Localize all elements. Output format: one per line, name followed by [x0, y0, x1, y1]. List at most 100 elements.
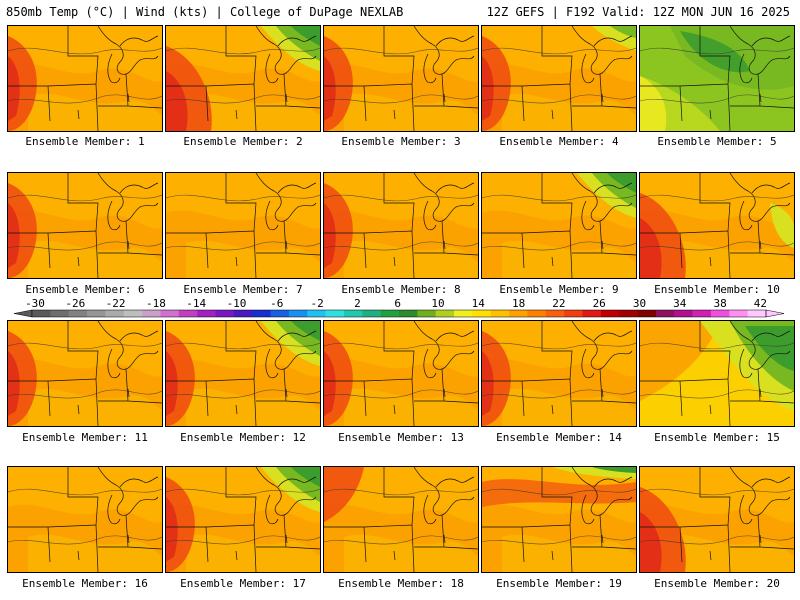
colorbar-swatch	[509, 310, 528, 317]
colorbar-swatch	[288, 310, 308, 317]
colorbar-swatch	[490, 310, 510, 317]
colorbar-arrow-right	[765, 309, 785, 318]
ensemble-member-map	[481, 320, 637, 427]
colorbar-swatch	[417, 310, 436, 317]
ensemble-member-map	[165, 25, 321, 132]
colorbar-tick-label: -2	[310, 297, 323, 310]
ensemble-member-label: Ensemble Member: 5	[657, 135, 777, 148]
colorbar-swatch	[527, 310, 547, 317]
colorbar-swatch	[399, 310, 418, 317]
colorbar-tick-label: 18	[512, 297, 525, 310]
ensemble-member-map	[639, 172, 795, 279]
ensemble-member-label: Ensemble Member: 11	[22, 431, 148, 444]
ensemble-member-label: Ensemble Member: 14	[496, 431, 622, 444]
colorbar-swatch	[380, 310, 400, 317]
colorbar-tick-label: 6	[394, 297, 401, 310]
colorbar-swatch	[197, 310, 216, 317]
ensemble-member-map	[481, 172, 637, 279]
colorbar-swatch	[582, 310, 602, 317]
colorbar-swatch	[600, 310, 620, 317]
ensemble-member-label: Ensemble Member: 13	[338, 431, 464, 444]
colorbar-swatch	[123, 310, 143, 317]
colorbar-swatch	[435, 310, 455, 317]
ensemble-member-map	[481, 466, 637, 573]
colorbar-swatch	[655, 310, 675, 317]
colorbar-tick-label: -30	[25, 297, 45, 310]
colorbar-tick-label: 42	[754, 297, 767, 310]
colorbar-swatch	[50, 310, 69, 317]
temperature-colorbar: -30 -26 -22 -18 -14 -10 -6 -2 2 6 10 14 18 22 26 30 34 38…	[13, 297, 785, 318]
colorbar-swatch	[343, 310, 363, 317]
ensemble-member-map	[7, 25, 163, 132]
ensemble-member-map	[323, 172, 479, 279]
ensemble-member-label: Ensemble Member: 7	[183, 283, 303, 296]
colorbar-tick-label: 14	[472, 297, 486, 310]
colorbar-swatch	[252, 310, 271, 317]
ensemble-member-map	[639, 320, 795, 427]
ensemble-member-label: Ensemble Member: 12	[180, 431, 306, 444]
map-title: 850mb Temp (°C) | Wind (kts) | College o…	[6, 5, 404, 19]
colorbar-swatch	[68, 310, 88, 317]
colorbar-tick-label: 30	[633, 297, 646, 310]
colorbar-tick-label: 26	[593, 297, 606, 310]
ensemble-member-label: Ensemble Member: 10	[654, 283, 780, 296]
ensemble-member-map	[165, 466, 321, 573]
ensemble-member-map	[7, 466, 163, 573]
ensemble-member-label: Ensemble Member: 8	[341, 283, 461, 296]
colorbar-swatch	[674, 310, 693, 317]
ensemble-member-map	[323, 320, 479, 427]
ensemble-member-map	[165, 172, 321, 279]
colorbar-swatch	[710, 310, 730, 317]
colorbar-swatch	[270, 310, 290, 317]
ensemble-member-label: Ensemble Member: 2	[183, 135, 303, 148]
colorbar-tick-label: 10	[431, 297, 444, 310]
colorbar-swatch	[637, 310, 657, 317]
colorbar-swatch	[307, 310, 326, 317]
colorbar-swatch	[105, 310, 125, 317]
colorbar-tick-label: 2	[354, 297, 361, 310]
colorbar-swatch	[472, 310, 492, 317]
colorbar-swatch	[142, 310, 161, 317]
colorbar-swatch	[215, 310, 235, 317]
ensemble-member-label: Ensemble Member: 18	[338, 577, 464, 590]
colorbar-tick-label: -18	[146, 297, 166, 310]
colorbar-tick-label: 22	[552, 297, 565, 310]
colorbar-swatch	[362, 310, 381, 317]
colorbar-swatch	[545, 310, 565, 317]
colorbar-tick-label: -10	[227, 297, 247, 310]
colorbar-swatch	[747, 310, 767, 317]
colorbar-swatch	[233, 310, 253, 317]
ensemble-member-label: Ensemble Member: 9	[499, 283, 619, 296]
colorbar-tick-label: -6	[270, 297, 283, 310]
ensemble-member-label: Ensemble Member: 20	[654, 577, 780, 590]
colorbar-swatch	[87, 310, 106, 317]
ensemble-member-map	[323, 25, 479, 132]
ensemble-member-map	[639, 25, 795, 132]
colorbar-swatch	[454, 310, 473, 317]
colorbar-tick-label: 34	[673, 297, 687, 310]
ensemble-member-label: Ensemble Member: 3	[341, 135, 461, 148]
ensemble-member-label: Ensemble Member: 1	[25, 135, 145, 148]
ensemble-member-label: Ensemble Member: 15	[654, 431, 780, 444]
colorbar-swatch	[160, 310, 180, 317]
colorbar-swatch	[564, 310, 583, 317]
colorbar-tick-label: 38	[713, 297, 726, 310]
ensemble-member-label: Ensemble Member: 19	[496, 577, 622, 590]
colorbar-swatch	[692, 310, 712, 317]
colorbar-swatch	[619, 310, 638, 317]
colorbar-swatch	[178, 310, 198, 317]
colorbar-swatch	[325, 310, 345, 317]
colorbar-tick-label: -22	[106, 297, 126, 310]
ensemble-member-map	[323, 466, 479, 573]
ensemble-member-map	[165, 320, 321, 427]
model-valid-time: 12Z GEFS | F192 Valid: 12Z MON JUN 16 20…	[486, 5, 790, 19]
ensemble-member-map	[639, 466, 795, 573]
ensemble-member-label: Ensemble Member: 16	[22, 577, 148, 590]
colorbar-arrow-left	[13, 309, 33, 318]
ensemble-member-map	[481, 25, 637, 132]
colorbar-tick-label: -26	[65, 297, 85, 310]
ensemble-member-label: Ensemble Member: 6	[25, 283, 145, 296]
ensemble-member-map	[7, 172, 163, 279]
ensemble-member-label: Ensemble Member: 4	[499, 135, 619, 148]
ensemble-member-map	[7, 320, 163, 427]
